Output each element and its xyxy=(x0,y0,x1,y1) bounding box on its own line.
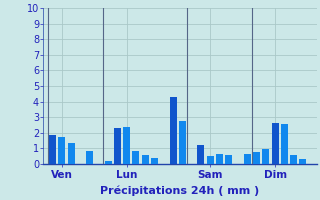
Bar xyxy=(151,158,158,164)
Bar xyxy=(105,161,112,164)
Bar xyxy=(197,145,204,164)
Bar xyxy=(300,159,306,164)
Bar xyxy=(262,149,269,164)
Bar xyxy=(281,124,288,164)
Bar xyxy=(179,121,186,164)
Bar xyxy=(132,151,140,164)
Bar xyxy=(114,128,121,164)
Bar xyxy=(123,127,130,164)
Bar xyxy=(253,152,260,164)
Bar xyxy=(49,135,56,164)
Bar xyxy=(207,156,214,164)
Bar xyxy=(290,155,297,164)
Bar xyxy=(272,123,278,164)
X-axis label: Précipitations 24h ( mm ): Précipitations 24h ( mm ) xyxy=(100,185,260,196)
Bar xyxy=(216,154,223,164)
Bar xyxy=(170,97,177,164)
Bar xyxy=(86,151,93,164)
Bar xyxy=(142,155,149,164)
Bar xyxy=(68,143,75,164)
Bar xyxy=(244,154,251,164)
Bar xyxy=(58,137,65,164)
Bar xyxy=(225,155,232,164)
